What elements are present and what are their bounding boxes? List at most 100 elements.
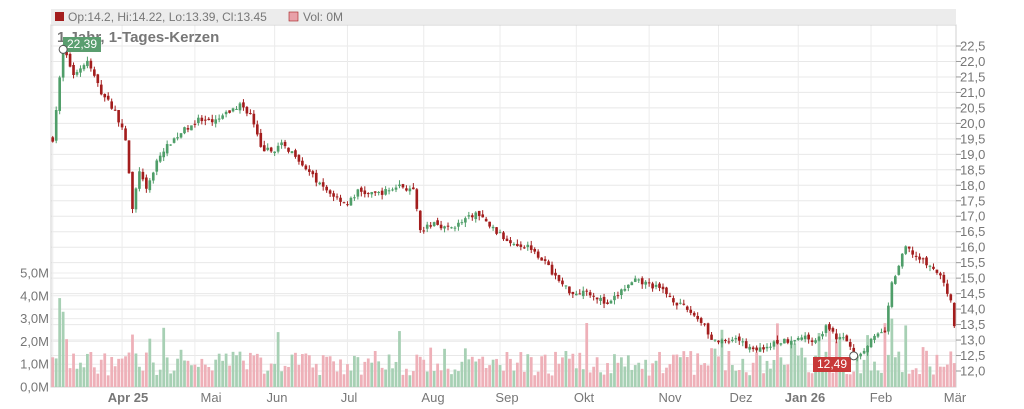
legend-ohlc-swatch: [55, 12, 64, 21]
volume-bar: [335, 371, 339, 387]
legend-volume-text: Vol: 0M: [303, 10, 343, 24]
volume-bar: [311, 367, 315, 387]
volume-bar: [626, 355, 630, 387]
candle-body: [308, 169, 311, 172]
candle-body: [221, 115, 224, 119]
volume-bar: [436, 363, 440, 387]
candle-body: [710, 334, 713, 340]
volume-bar: [394, 361, 398, 387]
volume-bar: [779, 357, 783, 387]
volume-bar: [377, 361, 381, 387]
volume-bar: [467, 359, 471, 387]
candle-body: [190, 125, 193, 131]
candle-body: [661, 286, 665, 290]
candle-body: [297, 155, 301, 162]
volume-bar: [280, 371, 283, 387]
volume-bar: [58, 298, 62, 387]
volume-bar: [148, 338, 152, 387]
volume-bar: [869, 370, 873, 387]
candle-body: [228, 110, 231, 113]
time-axis: Apr 25 Mai Jun Jul Aug Sep Okt Nov Dez Jan 26 Feb M…: [108, 390, 967, 405]
candle-body: [106, 95, 110, 100]
candle-body: [103, 94, 107, 98]
volume-bar: [307, 355, 311, 387]
volume-bar: [935, 354, 939, 387]
volume-bar: [401, 374, 405, 387]
price-tick-label: 20,5: [960, 100, 985, 115]
volume-bar: [169, 373, 173, 387]
volume-bar: [321, 355, 325, 387]
candle-body: [398, 184, 401, 187]
candle-body: [772, 341, 776, 347]
candle-body: [439, 224, 443, 229]
candle-body: [429, 225, 433, 227]
volume-bar: [86, 353, 89, 387]
candle-body: [522, 247, 526, 249]
candle-body: [727, 341, 731, 343]
candle-body: [290, 151, 294, 154]
volume-bar: [654, 360, 658, 387]
candle-body: [751, 347, 755, 350]
candle-body: [294, 150, 297, 157]
volume-bar: [526, 354, 530, 387]
candle-body: [907, 246, 911, 249]
candle-body: [68, 53, 72, 67]
candle-body: [900, 253, 904, 267]
volume-bar: [460, 361, 464, 387]
time-axis-label: Mai: [201, 390, 222, 405]
candle-body: [547, 261, 550, 266]
volume-bar: [200, 358, 204, 387]
candle-body: [602, 296, 606, 304]
candle-body: [255, 124, 259, 135]
candle-body: [446, 225, 450, 227]
candle-body: [883, 330, 887, 333]
volume-bar: [651, 363, 654, 387]
volume-bar: [689, 351, 693, 387]
candle-body: [148, 180, 152, 191]
time-axis-label: Sep: [495, 390, 518, 405]
price-tick-label: 13,5: [960, 317, 985, 332]
volume-bar: [325, 356, 329, 387]
time-axis-label: Jan 26: [785, 390, 825, 405]
volume-bar: [79, 362, 82, 387]
volume-bar: [502, 370, 505, 387]
candle-body: [897, 265, 901, 275]
candle-body: [564, 285, 568, 287]
candle-body: [304, 165, 308, 170]
candle-body: [932, 266, 935, 269]
candle-body: [713, 339, 717, 341]
candle-body: [703, 323, 706, 325]
volume-bar: [769, 368, 772, 387]
candle-body: [145, 177, 148, 189]
candle-body: [75, 72, 79, 75]
volume-bar: [89, 352, 93, 387]
candle-body: [835, 333, 838, 340]
volume-bar: [522, 371, 526, 387]
price-tick-label: 15,5: [960, 255, 985, 270]
candle-body: [370, 192, 374, 195]
candle-body: [668, 295, 672, 297]
volume-bar: [796, 355, 800, 387]
volume-bar: [758, 355, 762, 387]
volume-bar: [762, 373, 765, 387]
volume-bar: [720, 329, 724, 387]
volume-bar: [942, 366, 946, 387]
candle-body: [647, 282, 651, 284]
high-flag-label: 22,39: [67, 37, 97, 51]
volume-bar: [384, 369, 387, 387]
candle-body: [887, 305, 890, 332]
volume-bar: [557, 363, 561, 387]
candle-body: [783, 338, 786, 344]
volume-bar: [529, 357, 533, 387]
volume-bar: [613, 354, 616, 387]
volume-bar: [567, 358, 571, 387]
candle-body: [689, 309, 693, 313]
volume-bar: [457, 371, 460, 387]
candle-body: [155, 160, 159, 172]
volume-tick-label: 5,0M: [20, 266, 49, 281]
volume-bar: [893, 357, 897, 387]
volume-bar: [918, 374, 921, 387]
low-flag-label: 12,49: [817, 357, 847, 371]
volume-bar: [415, 354, 419, 387]
price-tick-label: 17,0: [960, 209, 985, 224]
